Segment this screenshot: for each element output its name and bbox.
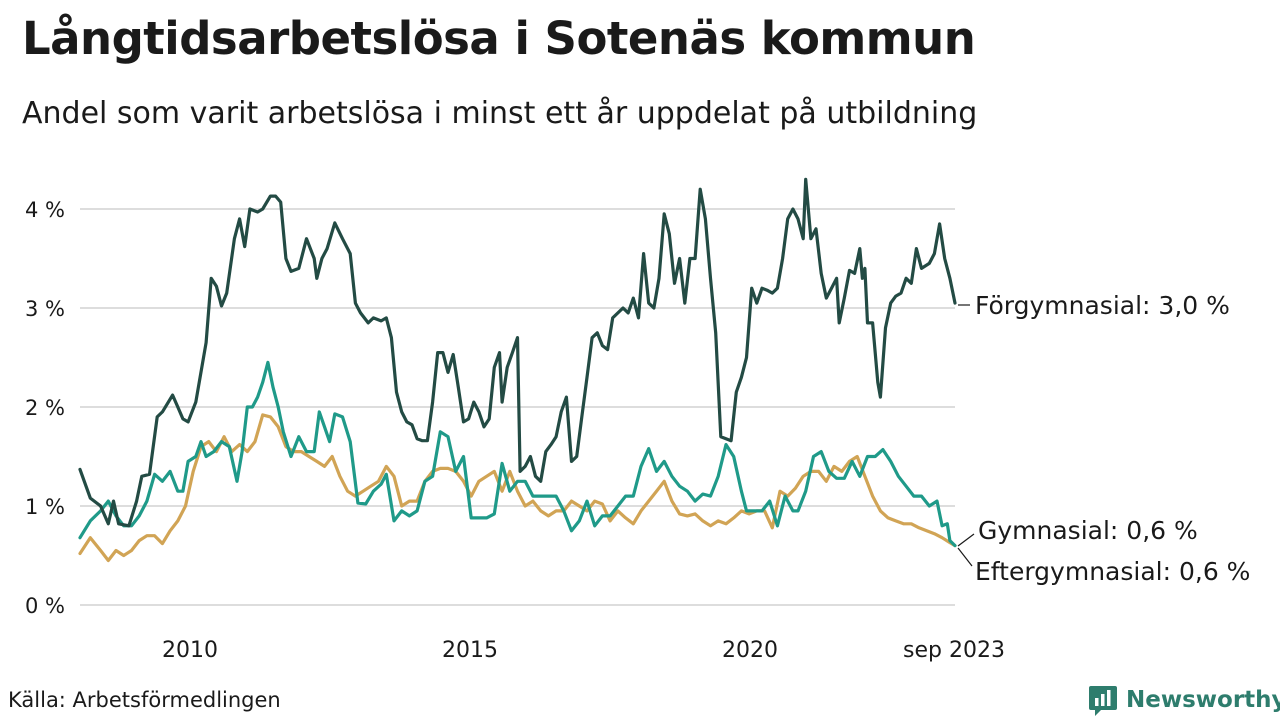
chart-title: Långtidsarbetslösa i Sotenäs kommun [22, 12, 976, 65]
series-lines [78, 177, 957, 563]
x-tick-label: 2020 [722, 638, 778, 663]
y-tick-label: 4 % [25, 198, 65, 222]
brand[interactable]: Newsworthy [1088, 683, 1280, 717]
series-end-label: Gymnasial: 0,6 % [978, 516, 1198, 545]
y-tick-label: 1 % [25, 495, 65, 519]
y-tick-label: 2 % [25, 396, 65, 420]
x-tick-label: 2015 [442, 638, 498, 663]
series-end-label: Eftergymnasial: 0,6 % [975, 557, 1250, 586]
series-end-label: Förgymnasial: 3,0 % [975, 291, 1230, 320]
x-tick-label: sep 2023 [903, 638, 1005, 663]
chart-subtitle: Andel som varit arbetslösa i minst ett å… [22, 96, 978, 131]
x-axis-ticks: 2010 2015 2020 sep 2023 [162, 638, 1005, 663]
x-tick-label: 2010 [162, 638, 218, 663]
label-connector [957, 533, 975, 547]
newsworthy-logo-icon [1089, 686, 1117, 716]
series-line-eftergymnasial [78, 413, 957, 563]
y-tick-label: 3 % [25, 297, 65, 321]
series-line-förgymnasial [78, 177, 957, 528]
y-axis-ticks: 0 % 1 % 2 % 3 % 4 % [25, 198, 65, 618]
brand-name: Newsworthy [1126, 687, 1280, 713]
series-end-labels: Förgymnasial: 3,0 % Gymnasial: 0,6 % Efter… [957, 291, 1250, 586]
series-line-gymnasial [78, 360, 957, 548]
label-connector [957, 547, 973, 567]
y-tick-label: 0 % [25, 594, 65, 618]
source-note: Källa: Arbetsförmedlingen [8, 688, 281, 712]
